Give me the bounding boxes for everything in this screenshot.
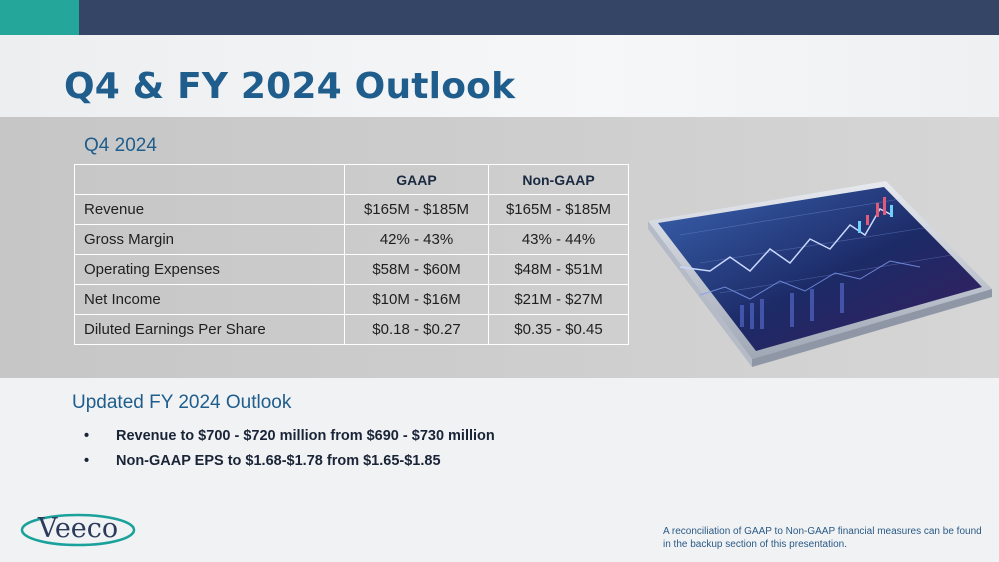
table-row: Diluted Earnings Per Share $0.18 - $0.27… bbox=[74, 314, 629, 345]
row-label: Revenue bbox=[74, 194, 345, 225]
bullet-text: Revenue to $700 - $720 million from $690… bbox=[116, 428, 495, 444]
bullet-text: Non-GAAP EPS to $1.68-$1.78 from $1.65-$… bbox=[116, 453, 441, 469]
gaap-value: $58M - $60M bbox=[344, 254, 489, 285]
reconciliation-footnote: A reconciliation of GAAP to Non-GAAP fin… bbox=[663, 526, 982, 550]
table-header-row: GAAP Non-GAAP bbox=[74, 164, 629, 195]
fy-outlook-title: Updated FY 2024 Outlook bbox=[72, 392, 292, 413]
row-label: Diluted Earnings Per Share bbox=[74, 314, 345, 345]
table-row: Gross Margin 42% - 43% 43% - 44% bbox=[74, 224, 629, 255]
header-background bbox=[0, 35, 999, 117]
row-label: Net Income bbox=[74, 284, 345, 315]
bullet-dot: • bbox=[84, 428, 90, 444]
fy-outlook-bullets: • Revenue to $700 - $720 million from $69… bbox=[84, 427, 495, 477]
row-label: Operating Expenses bbox=[74, 254, 345, 285]
gaap-value: $165M - $185M bbox=[344, 194, 489, 225]
top-bar-accent bbox=[0, 0, 79, 35]
table-row: Revenue $165M - $185M $165M - $185M bbox=[74, 194, 629, 225]
nongaap-value: $48M - $51M bbox=[488, 254, 629, 285]
top-bar bbox=[0, 0, 999, 35]
bullet-dot: • bbox=[84, 453, 90, 469]
nongaap-value: $21M - $27M bbox=[488, 284, 629, 315]
header-cell-blank bbox=[74, 164, 345, 195]
gaap-value: $0.18 - $0.27 bbox=[344, 314, 489, 345]
veeco-logo: Veeco bbox=[20, 513, 136, 547]
list-item: • Non-GAAP EPS to $1.68-$1.78 from $1.65-… bbox=[84, 452, 495, 477]
list-item: • Revenue to $700 - $720 million from $69… bbox=[84, 427, 495, 452]
table-row: Operating Expenses $58M - $60M $48M - $5… bbox=[74, 254, 629, 285]
q4-outlook-table: GAAP Non-GAAP Revenue $165M - $185M $165… bbox=[74, 164, 629, 345]
logo-text: Veeco bbox=[37, 513, 118, 544]
gaap-value: 42% - 43% bbox=[344, 224, 489, 255]
nongaap-value: $165M - $185M bbox=[488, 194, 629, 225]
header-cell-gaap: GAAP bbox=[344, 164, 489, 195]
q4-label: Q4 2024 bbox=[84, 135, 157, 156]
table-row: Net Income $10M - $16M $21M - $27M bbox=[74, 284, 629, 315]
row-label: Gross Margin bbox=[74, 224, 345, 255]
stock-chart-tablet-image bbox=[648, 181, 992, 367]
gaap-value: $10M - $16M bbox=[344, 284, 489, 315]
nongaap-value: $0.35 - $0.45 bbox=[488, 314, 629, 345]
slide-title: Q4 & FY 2024 Outlook bbox=[64, 66, 516, 107]
nongaap-value: 43% - 44% bbox=[488, 224, 629, 255]
header-cell-nongaap: Non-GAAP bbox=[488, 164, 629, 195]
